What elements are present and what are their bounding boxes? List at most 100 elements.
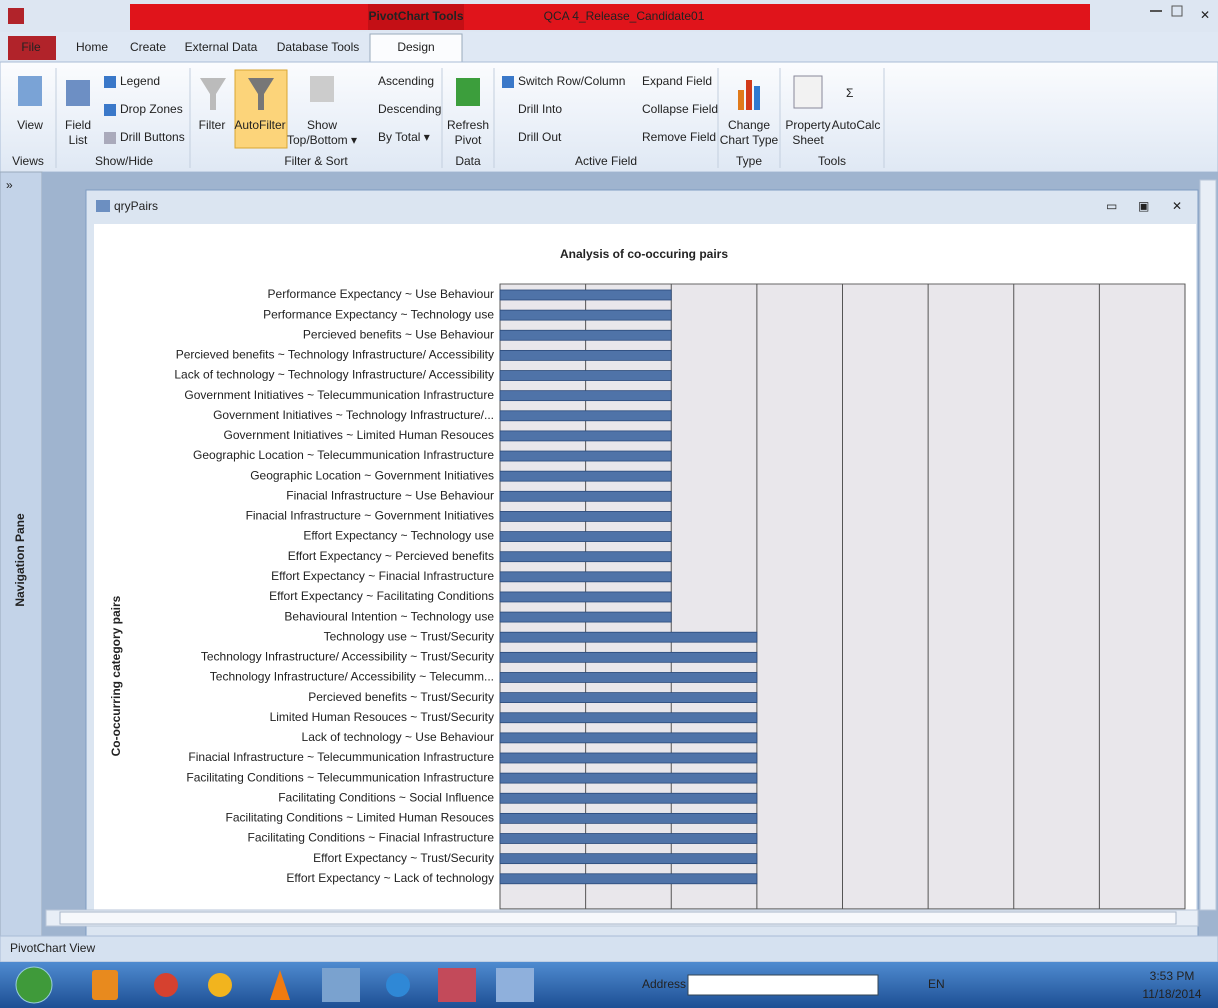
y-tick-label: Performance Expectancy ~ Use Behaviour: [268, 287, 494, 301]
ribbon-button-label[interactable]: Refresh: [447, 118, 489, 132]
taskbar-apps[interactable]: [92, 968, 534, 1002]
ribbon-button-label[interactable]: Change: [728, 118, 770, 132]
y-tick-label: Effort Expectancy ~ Percieved benefits: [288, 549, 494, 563]
ribbon-button-label[interactable]: Drop Zones: [120, 102, 183, 116]
address-box[interactable]: [687, 974, 879, 996]
ribbon-button-label[interactable]: Sheet: [792, 133, 824, 147]
bar: [499, 430, 672, 442]
document-tab: qryPairs: [114, 199, 158, 213]
bar: [499, 672, 758, 683]
bar: [499, 571, 672, 583]
y-tick-label: Lack of technology ~ Technology Infrastr…: [174, 368, 494, 382]
navigation-pane[interactable]: [0, 171, 43, 937]
y-tick-label: Technology Infrastructure/ Accessibility…: [201, 650, 494, 664]
chart-viewport: Analysis of co-occuring pairs Co-occurri…: [94, 224, 1196, 910]
ribbon-button-label[interactable]: Switch Row/Column: [518, 74, 625, 88]
ribbon-button-label[interactable]: Expand Field: [642, 74, 712, 88]
navigation-pane-label: Navigation Pane: [13, 513, 27, 607]
restore[interactable]: [1171, 5, 1183, 17]
ribbon-button-label[interactable]: Collapse Field: [642, 102, 718, 116]
ribbon-icons: Σ: [18, 75, 853, 144]
ribbon-tab[interactable]: Design: [397, 40, 434, 54]
y-tick-label: Government Initiatives ~ Limited Human R…: [224, 428, 494, 442]
bar: [499, 390, 672, 402]
status-text: PivotChart View: [10, 941, 95, 955]
bar: [499, 812, 758, 824]
ribbon-group-label: Data: [455, 154, 481, 168]
ribbon-tab[interactable]: Create: [130, 40, 166, 54]
y-tick-label: Technology use ~ Trust/Security: [324, 629, 494, 643]
start-button[interactable]: [15, 966, 53, 1004]
y-tick-label: Percieved benefits ~ Technology Infrastr…: [176, 348, 494, 362]
ribbon-button-label[interactable]: View: [17, 118, 43, 132]
ribbon-button-label[interactable]: AutoFilter: [234, 118, 285, 132]
svg-text:Σ: Σ: [846, 86, 853, 100]
y-tick-label: Facilitating Conditions ~ Finacial Infra…: [248, 831, 495, 845]
bar: [499, 410, 672, 422]
status-bar: [0, 935, 1218, 963]
doc-max[interactable]: ▣: [1138, 199, 1149, 213]
ribbon-button-label[interactable]: Ascending: [378, 74, 434, 88]
bar: [499, 531, 672, 542]
ribbon-separators: [55, 68, 885, 168]
y-tick-label: Facilitating Conditions ~ Social Influen…: [278, 790, 494, 804]
ribbon-button-label[interactable]: AutoCalc: [832, 118, 881, 132]
y-tick-label: Facilitating Conditions ~ Limited Human …: [226, 811, 494, 825]
h-scroll-thumb[interactable]: [59, 911, 1177, 925]
bar: [499, 853, 758, 865]
y-tick-label: Government Initiatives ~ Technology Infr…: [213, 408, 494, 422]
app-icon[interactable]: [8, 8, 24, 24]
bar: [499, 370, 672, 381]
ribbon-button-label[interactable]: Chart Type: [720, 133, 779, 147]
ribbon-tab[interactable]: File: [21, 40, 41, 54]
y-tick-label: Effort Expectancy ~ Facilitating Conditi…: [269, 589, 494, 603]
bar: [499, 651, 758, 663]
bar: [499, 772, 758, 784]
ribbon-button-label[interactable]: Drill Out: [518, 130, 562, 144]
y-tick-label: Performance Expectancy ~ Technology use: [263, 307, 494, 321]
ribbon-button-label[interactable]: Property: [785, 118, 830, 132]
bar: [499, 329, 672, 341]
ribbon-button-label[interactable]: Pivot: [455, 133, 482, 147]
ribbon-button-label[interactable]: Legend: [120, 74, 160, 88]
minimize[interactable]: [1150, 10, 1162, 12]
clock-date: 11/18/2014: [1142, 987, 1201, 1001]
doc-close[interactable]: ✕: [1172, 199, 1182, 213]
v-scrollbar[interactable]: [1199, 179, 1217, 911]
ribbon-group-label: Filter & Sort: [284, 154, 348, 168]
bar: [499, 732, 758, 744]
ribbon-button-label[interactable]: Drill Buttons: [120, 130, 185, 144]
bar: [499, 289, 672, 301]
ribbon-button-label[interactable]: Field: [65, 118, 91, 132]
ribbon-button-label[interactable]: Filter: [199, 118, 226, 132]
window-title: QCA 4_Release_Candidate01: [544, 9, 705, 23]
file-tab[interactable]: [8, 36, 56, 60]
ribbon-button-label[interactable]: Top/Bottom ▾: [287, 133, 357, 147]
ribbon-group-label: Show/Hide: [95, 154, 153, 168]
y-tick-label: Geographic Location ~ Telecummunication …: [193, 448, 494, 462]
ribbon-button-label[interactable]: By Total ▾: [378, 130, 430, 144]
y-tick-label: Effort Expectancy ~ Trust/Security: [313, 851, 494, 865]
y-tick-label: Effort Expectancy ~ Finacial Infrastruct…: [271, 569, 494, 583]
ribbon-button-label[interactable]: Show: [307, 118, 337, 132]
bar: [499, 470, 672, 482]
close[interactable]: ✕: [1200, 8, 1210, 22]
ribbon-tab[interactable]: Database Tools: [277, 40, 360, 54]
ribbon-button-label[interactable]: Descending: [378, 102, 441, 116]
nav-toggle[interactable]: »: [6, 178, 13, 192]
y-tick-label: Technology Infrastructure/ Accessibility…: [210, 670, 494, 684]
ribbon-group-label: Active Field: [575, 154, 637, 168]
clock-time: 3:53 PM: [1150, 969, 1195, 983]
bar: [499, 873, 758, 885]
doc-min[interactable]: ▭: [1106, 199, 1117, 213]
context-tab-title: PivotChart Tools: [368, 9, 463, 23]
ribbon-button-label[interactable]: Drill Into: [518, 102, 562, 116]
bar: [499, 712, 758, 724]
bar: [499, 792, 758, 804]
bar: [499, 511, 672, 522]
ribbon-button-label[interactable]: Remove Field: [642, 130, 716, 144]
ribbon-button-label[interactable]: List: [69, 133, 88, 147]
ribbon-tab[interactable]: Home: [76, 40, 108, 54]
ribbon-tab[interactable]: External Data: [185, 40, 258, 54]
